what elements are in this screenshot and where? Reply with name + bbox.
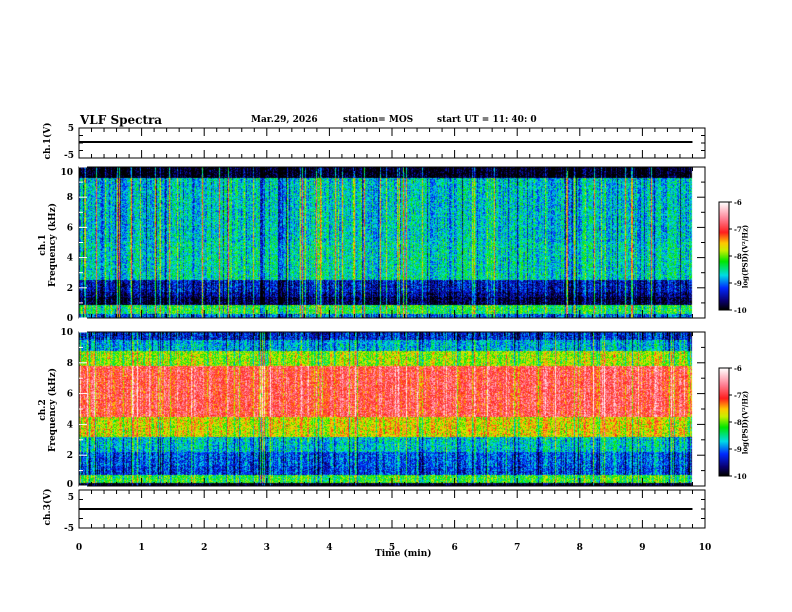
y-tick-label: 2 [67, 451, 73, 461]
x-tick-label: 5 [389, 543, 395, 553]
ch2-label: ch.2 [38, 399, 48, 421]
colorbar-tick-label: -10 [734, 306, 747, 315]
ch1-colorbar [719, 202, 729, 310]
x-tick-label: 6 [451, 543, 457, 553]
x-tick-label: 8 [577, 543, 583, 553]
colorbar-tick-label: -9 [734, 445, 742, 454]
x-tick-label: 1 [138, 543, 144, 553]
panel-frame [78, 331, 706, 487]
ch2-spectrogram-image [79, 332, 705, 486]
y-tick-label: 0 [67, 480, 73, 490]
colorbar-frame [718, 367, 730, 477]
colorbar-tick-label: -10 [734, 472, 747, 481]
y-tick-label: 10 [60, 328, 73, 338]
ch1-colorbar-label: log(PSD)(V²/Hz) [740, 224, 750, 289]
figure-title: VLF Spectra [80, 113, 163, 127]
frequency-label: Frequency (kHz) [48, 203, 58, 288]
x-tick-label: 9 [639, 543, 645, 553]
colorbar-tick-label: -8 [734, 418, 742, 427]
ch2-colorbar [719, 368, 729, 476]
x-tick-label: 0 [76, 543, 82, 553]
y-tick-label: -5 [64, 151, 74, 161]
colorbar-frame [718, 201, 730, 311]
colorbar-tick-label: -6 [734, 198, 742, 207]
ch1-spectrogram-ylabel: ch.1 Frequency (kHz) [38, 195, 58, 295]
start-time-label: start UT = 11: 40: 0 [437, 115, 537, 125]
x-tick-label: 10 [699, 543, 712, 553]
y-tick-label: 6 [67, 223, 73, 233]
station-label: station= MOS [343, 115, 414, 125]
x-axis-label: Time (min) [375, 549, 432, 559]
colorbar-tick-label: -8 [734, 252, 742, 261]
frequency-label: Frequency (kHz) [48, 368, 58, 453]
x-tick-label: 3 [264, 543, 270, 553]
colorbar-tick-label: -7 [734, 391, 742, 400]
y-tick-label: 8 [67, 193, 73, 203]
colorbar-tick-label: -9 [734, 279, 742, 288]
y-tick-label: 0 [67, 314, 73, 324]
date-label: Mar.29, 2026 [251, 115, 318, 125]
y-tick-label: 6 [67, 390, 73, 400]
y-tick-label: 8 [67, 359, 73, 369]
ch2-spectrogram-ylabel: ch.2 Frequency (kHz) [38, 360, 58, 460]
y-tick-label: 10 [60, 168, 73, 178]
colorbar-tick-label: -6 [734, 364, 742, 373]
x-tick-label: 4 [326, 543, 332, 553]
y-tick-label: 2 [67, 284, 73, 294]
ch1-label: ch.1 [38, 234, 48, 256]
ch1-waveform-ylabel: ch.1(V) [43, 122, 53, 160]
ch2-colorbar-label: log(PSD)(V²/Hz) [740, 390, 750, 455]
ch3-waveform-ylabel: ch.3(V) [43, 488, 53, 526]
ch1-spectrogram-image [79, 167, 705, 318]
y-tick-label: -5 [64, 524, 74, 534]
panel-frame [78, 166, 706, 319]
y-tick-label: 4 [67, 420, 73, 430]
y-tick-label: 5 [68, 124, 74, 134]
colorbar-tick-label: -7 [734, 225, 742, 234]
y-tick-label: 4 [67, 254, 73, 264]
x-tick-label: 2 [201, 543, 207, 553]
x-tick-label: 7 [514, 543, 520, 553]
y-tick-label: 5 [68, 493, 74, 503]
